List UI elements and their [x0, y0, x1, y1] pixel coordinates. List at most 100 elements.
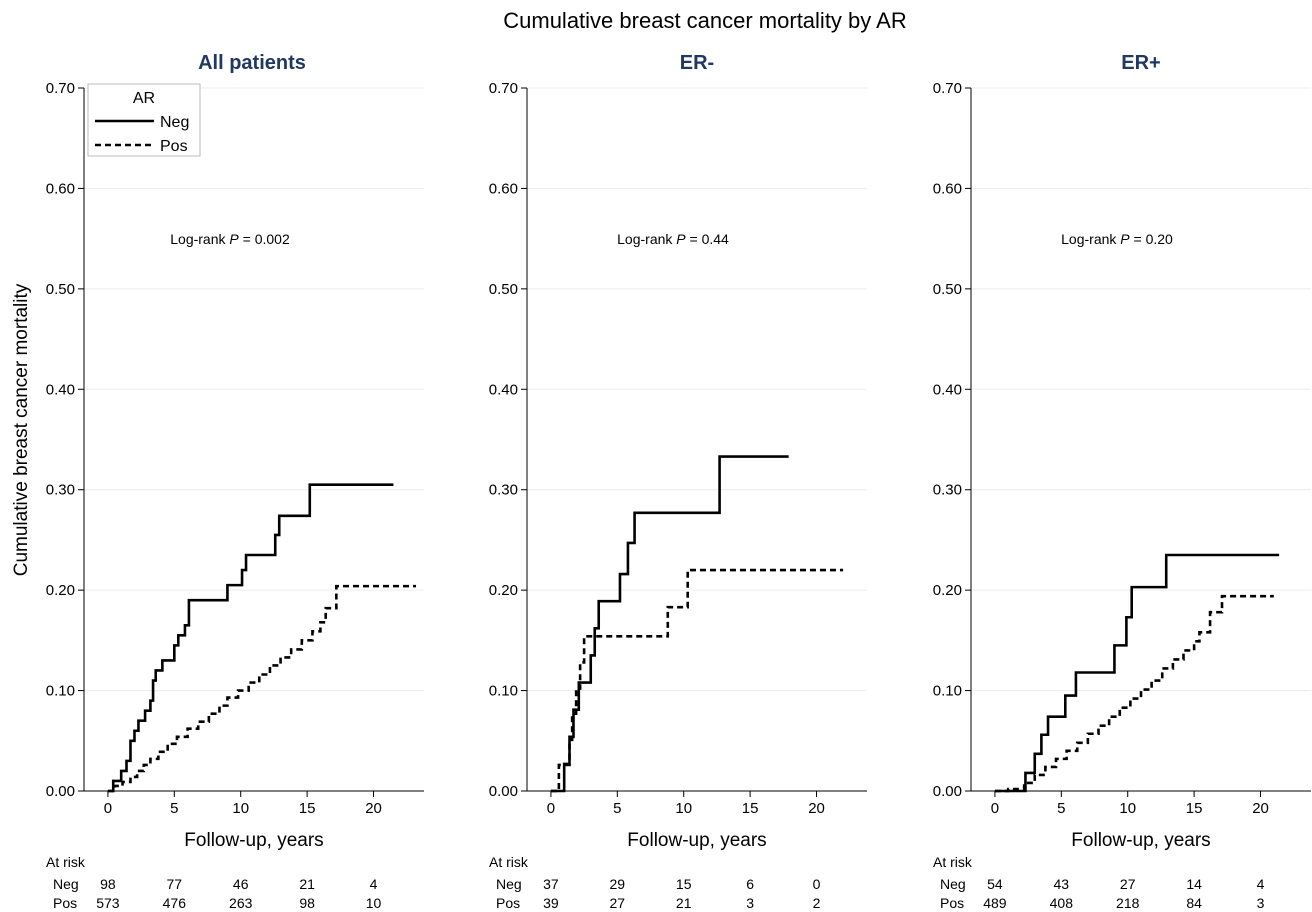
x-tick-label: 0: [991, 800, 999, 817]
panel-title: ER-: [680, 52, 714, 74]
at-risk-count: 29: [610, 876, 626, 892]
at-risk-count: 21: [299, 876, 315, 892]
at-risk-row-label: Neg: [940, 876, 966, 892]
x-tick-label: 20: [1252, 800, 1269, 817]
x-tick-label: 15: [742, 800, 759, 817]
y-tick-label: 0.40: [933, 381, 962, 398]
y-tick-label: 0.60: [933, 180, 962, 197]
x-tick-label: 5: [170, 800, 178, 817]
x-tick-label: 15: [1186, 800, 1203, 817]
x-axis-label: Follow-up, years: [184, 830, 323, 851]
y-tick-label: 0.70: [933, 80, 962, 97]
y-tick-label: 0.10: [46, 683, 75, 700]
at-risk-count: 43: [1054, 876, 1070, 892]
at-risk-count: 14: [1186, 876, 1202, 892]
y-tick-label: 0.70: [46, 80, 75, 97]
at-risk-count: 27: [1120, 876, 1136, 892]
at-risk-count: 263: [229, 895, 253, 911]
panel-3: 0.00 0.10 0.20 0.30 0.40 0.50 0.60 0.70 0 5 10 15 20…: [933, 52, 1311, 911]
series-line-neg: [550, 455, 789, 793]
at-risk-count: 489: [983, 895, 1007, 911]
at-risk-count: 476: [163, 895, 187, 911]
x-tick-label: 10: [675, 800, 692, 817]
at-risk-row-label: Pos: [940, 895, 964, 911]
series-line-neg: [107, 483, 394, 793]
x-axis-label: Follow-up, years: [627, 830, 766, 851]
at-risk-count: 54: [987, 876, 1003, 892]
y-tick-label: 0.30: [933, 482, 962, 499]
x-tick-label: 5: [613, 800, 621, 817]
legend-label-pos: Pos: [160, 138, 188, 155]
legend-label-neg: Neg: [160, 114, 189, 131]
at-risk-count: 21: [676, 895, 692, 911]
x-tick-label: 0: [547, 800, 555, 817]
panel-2: 0.000.100.200.300.400.500.600.700 5 10 15 20…: [489, 52, 867, 911]
at-risk-count: 4: [1257, 876, 1265, 892]
at-risk-count: 0: [813, 876, 821, 892]
at-risk-label: At risk: [489, 854, 529, 870]
y-tick-label: 0.20: [933, 582, 962, 599]
panel-title: ER+: [1121, 52, 1160, 74]
x-tick-label: 10: [232, 800, 249, 817]
at-risk-count: 10: [366, 895, 382, 911]
x-axis-label: Follow-up, years: [1071, 830, 1210, 851]
y-tick-label: 0.50: [489, 281, 518, 298]
y-tick-label: 0.10: [489, 683, 518, 700]
x-tick-label: 20: [365, 800, 382, 817]
at-risk-count: 2: [813, 895, 821, 911]
at-risk-count: 15: [676, 876, 692, 892]
at-risk-count: 37: [543, 876, 559, 892]
at-risk-label: At risk: [933, 854, 973, 870]
series-line-pos: [107, 584, 417, 793]
at-risk-count: 4: [370, 876, 378, 892]
y-tick-label: 0.40: [489, 381, 518, 398]
x-tick-label: 5: [1057, 800, 1065, 817]
at-risk-count: 6: [746, 876, 754, 892]
y-tick-label: 0.00: [933, 783, 962, 800]
at-risk-count: 218: [1116, 895, 1140, 911]
y-tick-label: 0.00: [489, 783, 518, 800]
y-tick-label: 0.50: [933, 281, 962, 298]
legend-title: AR: [133, 90, 155, 107]
at-risk-count: 77: [167, 876, 183, 892]
y-tick-label: 0.40: [46, 381, 75, 398]
y-tick-label: 0.10: [933, 683, 962, 700]
at-risk-count: 84: [1186, 895, 1202, 911]
y-tick-label: 0.30: [46, 482, 75, 499]
at-risk-count: 39: [543, 895, 559, 911]
at-risk-count: 408: [1050, 895, 1074, 911]
at-risk-row-label: Pos: [496, 895, 520, 911]
y-tick-label: 0.20: [46, 582, 75, 599]
panel-title: All patients: [198, 52, 306, 74]
at-risk-count: 573: [96, 895, 120, 911]
series-line-pos: [550, 568, 844, 793]
y-tick-label: 0.60: [489, 180, 518, 197]
series-line-pos: [994, 594, 1274, 793]
at-risk-count: 3: [746, 895, 754, 911]
logrank-annotation: Log-rank P = 0.20: [1061, 231, 1173, 247]
panels: 0.000.100.200.300.400.500.600.700 5 10 15 20…: [46, 52, 1311, 911]
at-risk-row-label: Pos: [53, 895, 77, 911]
at-risk-row-label: Neg: [496, 876, 522, 892]
at-risk-label: At risk: [46, 854, 86, 870]
series-line-neg: [994, 553, 1280, 793]
y-tick-label: 0.00: [46, 783, 75, 800]
at-risk-count: 27: [610, 895, 626, 911]
y-tick-label: 0.70: [489, 80, 518, 97]
x-tick-label: 10: [1119, 800, 1136, 817]
y-tick-label: 0.50: [46, 281, 75, 298]
panel-1: 0.00 0.10 0.20 0.30 0.40 0.50 0.60 0.70 0 5 10 15 20…: [46, 52, 424, 911]
logrank-annotation: Log-rank P = 0.002: [170, 231, 290, 247]
at-risk-count: 98: [100, 876, 116, 892]
y-axis-label: Cumulative breast cancer mortality: [11, 283, 32, 576]
y-tick-label: 0.30: [489, 482, 518, 499]
at-risk-row-label: Neg: [53, 876, 79, 892]
x-tick-label: 20: [808, 800, 825, 817]
y-tick-label: 0.20: [489, 582, 518, 599]
legend: AR Neg Pos: [87, 83, 201, 157]
x-tick-label: 0: [104, 800, 112, 817]
at-risk-count: 46: [233, 876, 249, 892]
figure-title: Cumulative breast cancer mortality by AR: [503, 8, 907, 33]
at-risk-count: 98: [299, 895, 315, 911]
